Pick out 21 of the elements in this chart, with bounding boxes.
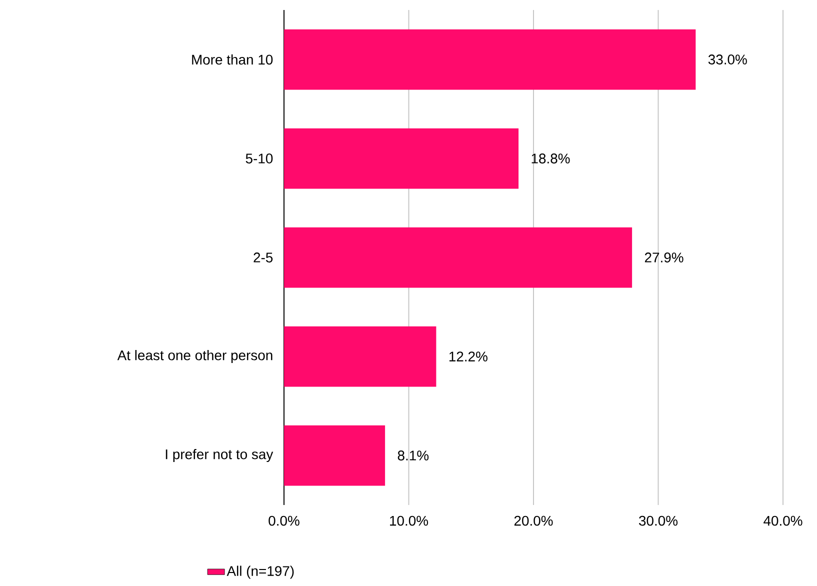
- data-label: 8.1%: [398, 450, 429, 460]
- legend-label: All (n=197): [226, 566, 294, 579]
- y-tick-label: 5-10: [246, 154, 273, 164]
- bar: [284, 326, 436, 387]
- y-tick-label: At least one other person: [117, 350, 272, 364]
- y-tick-label: I prefer not to say: [166, 449, 274, 462]
- y-tick-label: 2-5: [254, 252, 273, 262]
- x-tick-label: 40.0%: [764, 516, 802, 526]
- bar: [284, 227, 632, 288]
- x-tick-label: 30.0%: [639, 516, 678, 526]
- bar: [284, 29, 696, 90]
- x-tick-label: 0.0%: [268, 516, 300, 526]
- data-label: 12.2%: [449, 352, 488, 362]
- data-label: 33.0%: [708, 54, 747, 64]
- bar: [284, 128, 519, 189]
- data-label: 18.8%: [532, 154, 570, 164]
- x-tick-label: 20.0%: [514, 516, 553, 526]
- x-tick-label: 10.0%: [390, 516, 428, 526]
- y-tick-label: More than 10: [192, 54, 273, 65]
- data-label: 27.9%: [644, 252, 684, 262]
- bar: [284, 425, 386, 486]
